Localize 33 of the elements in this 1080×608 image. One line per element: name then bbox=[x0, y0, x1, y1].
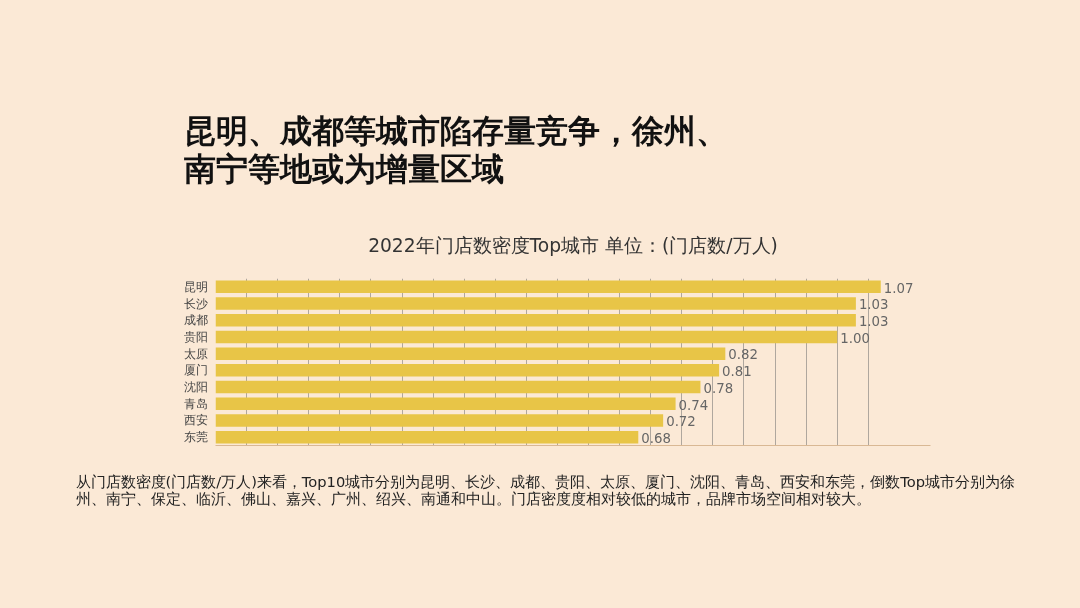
bar bbox=[215, 280, 881, 294]
y-tick-label: 青岛 bbox=[183, 396, 208, 411]
y-tick-label: 厦门 bbox=[183, 363, 208, 378]
bar bbox=[215, 430, 639, 444]
y-tick-label: 贵阳 bbox=[183, 329, 208, 344]
bar bbox=[215, 330, 838, 344]
bar bbox=[215, 380, 701, 394]
y-tick-label: 昆明 bbox=[183, 279, 208, 294]
data-label: 1.03 bbox=[858, 314, 889, 330]
chart-subtitle: 2022年门店数密度Top城市 单位：(门店数/万人) bbox=[368, 235, 778, 256]
bar bbox=[215, 347, 726, 360]
y-tick-label: 太原 bbox=[183, 346, 208, 361]
data-label: 0.72 bbox=[666, 414, 696, 430]
y-tick-label: 沈阳 bbox=[183, 380, 208, 395]
data-label: 0.81 bbox=[722, 364, 752, 380]
data-label: 0.78 bbox=[703, 380, 734, 396]
data-label: 1.00 bbox=[840, 330, 870, 346]
bar bbox=[215, 397, 676, 411]
data-label: 1.03 bbox=[858, 297, 889, 313]
y-tick-label: 西安 bbox=[183, 413, 208, 428]
y-tick-label: 长沙 bbox=[183, 296, 208, 311]
bar bbox=[215, 364, 720, 377]
data-label: 1.07 bbox=[883, 280, 914, 296]
chart-title: 昆明、成都等城市陷存量竞争，徐州、南宁等地或为增量区域 bbox=[183, 112, 728, 188]
bar bbox=[215, 313, 856, 327]
data-label: 0.82 bbox=[728, 347, 759, 363]
y-tick-label: 成都 bbox=[183, 313, 208, 328]
text: 从门店数密度(门店数/万人)来看，Top10城市分别为昆明、长沙、成都、贵阳、太原、厦门、沈阳、青岛、西安和东莞，倒数Top城市分别为徐州、南宁、保定、临沂、佛山、嘉兴、广州、绍兴、南通和中山。门店密度度相对较低的城市，品牌市场空间相对较大。 bbox=[75, 472, 1015, 507]
y-tick-label: 东莞 bbox=[183, 430, 208, 445]
bar bbox=[215, 297, 856, 310]
data-label: 0.68 bbox=[641, 430, 671, 446]
data-label: 0.74 bbox=[678, 397, 709, 413]
bar bbox=[215, 414, 664, 427]
